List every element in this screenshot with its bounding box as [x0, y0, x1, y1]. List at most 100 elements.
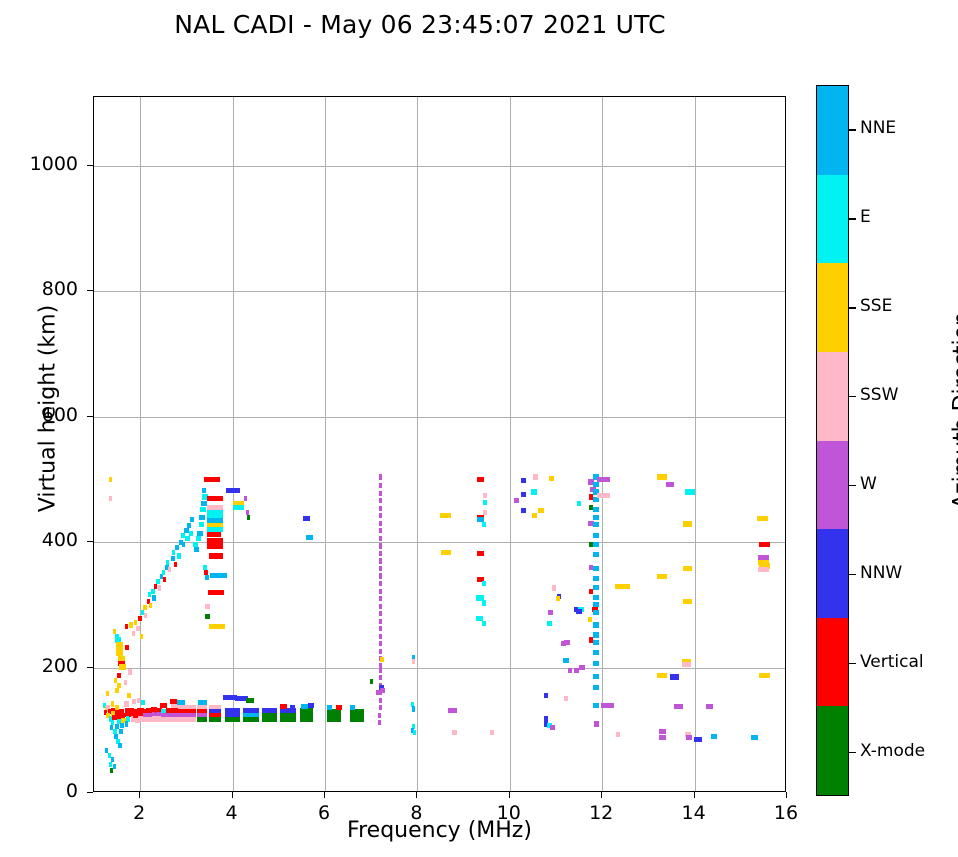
echo-mark: [593, 639, 599, 646]
colorbar-segment-ssw: [817, 351, 848, 441]
echo-mark: [124, 624, 128, 630]
echo-mark: [119, 664, 126, 670]
echo-mark: [137, 712, 145, 718]
echo-mark: [482, 522, 486, 528]
echo-mark: [106, 705, 110, 711]
echo-mark: [575, 609, 583, 615]
echo-mark: [235, 696, 249, 702]
echo-mark: [115, 687, 119, 693]
echo-mark: [378, 667, 382, 673]
echo-mark: [103, 710, 107, 716]
echo-mark: [180, 533, 185, 539]
echo-mark: [301, 703, 308, 710]
azimuth-colorbar: [816, 85, 849, 796]
echo-mark: [195, 535, 201, 541]
echo-mark: [299, 708, 314, 714]
echo-mark: [224, 717, 241, 723]
echo-mark: [222, 695, 237, 701]
echo-mark: [124, 707, 130, 713]
echo-mark: [380, 687, 385, 693]
echo-mark: [482, 581, 486, 587]
echo-mark: [197, 708, 208, 715]
y-tick: [87, 666, 93, 668]
echo-mark: [532, 513, 537, 519]
echo-mark: [206, 495, 224, 501]
echo-mark: [106, 713, 110, 719]
echo-mark: [280, 717, 296, 723]
colorbar-tick: [849, 307, 856, 309]
echo-mark: [601, 703, 615, 709]
gridline-horizontal: [94, 291, 785, 293]
echo-mark: [593, 489, 599, 495]
gridline-vertical: [602, 97, 604, 791]
echo-mark: [205, 613, 210, 619]
echo-mark: [243, 708, 259, 714]
echo-mark: [199, 514, 205, 520]
y-tick-label: 400: [41, 529, 78, 552]
echo-mark: [561, 641, 566, 647]
echo-mark: [593, 673, 599, 679]
echo-mark: [658, 735, 666, 741]
echo-mark: [593, 481, 599, 488]
echo-mark: [116, 718, 122, 725]
x-tick-label: 12: [589, 802, 614, 824]
y-tick-label: 800: [41, 278, 78, 301]
echo-mark: [201, 488, 207, 494]
echo-mark: [411, 727, 415, 733]
echo-mark: [119, 722, 124, 728]
echo-mark: [202, 564, 208, 570]
echo-mark: [593, 552, 599, 558]
echo-mark: [246, 514, 250, 520]
echo-mark: [155, 707, 162, 713]
echo-mark: [588, 479, 594, 485]
echo-mark: [588, 588, 594, 594]
echo-mark: [378, 474, 382, 480]
echo-mark: [177, 700, 185, 706]
echo-mark: [115, 637, 121, 643]
echo-mark: [165, 564, 169, 570]
echo-mark: [482, 499, 488, 505]
gridline-horizontal: [94, 542, 785, 544]
echo-mark: [412, 658, 416, 664]
gridline-vertical: [694, 97, 696, 791]
echo-mark: [198, 522, 204, 528]
echo-mark: [547, 620, 552, 626]
echo-mark: [185, 535, 190, 541]
colorbar-label-nne: NNE: [860, 118, 897, 139]
echo-mark: [520, 508, 527, 514]
echo-mark: [160, 702, 167, 708]
echo-mark: [563, 658, 569, 664]
echo-mark: [658, 729, 666, 735]
echo-mark: [378, 513, 382, 519]
colorbar-label-e: E: [860, 207, 871, 228]
echo-mark: [751, 734, 759, 740]
echo-mark: [674, 703, 684, 710]
echo-mark: [378, 490, 382, 496]
echo-mark: [349, 704, 356, 710]
y-tick: [87, 290, 93, 292]
colorbar-segment-vertical: [817, 617, 848, 707]
echo-mark: [261, 708, 278, 714]
echo-mark: [665, 481, 674, 488]
echo-mark: [378, 505, 382, 511]
echo-mark: [350, 708, 365, 715]
echo-mark: [548, 475, 555, 481]
echo-mark: [705, 703, 714, 710]
echo-mark: [204, 574, 209, 580]
colorbar-tick: [849, 662, 856, 665]
echo-mark: [681, 661, 691, 668]
echo-mark: [112, 628, 116, 634]
echo-mark: [588, 542, 594, 548]
echo-mark: [150, 707, 158, 713]
echo-mark: [147, 712, 154, 718]
echo-mark: [130, 716, 136, 722]
echo-mark: [475, 616, 483, 622]
echo-mark: [207, 518, 223, 524]
echo-mark: [593, 497, 599, 503]
echo-mark: [118, 708, 125, 715]
echo-mark: [108, 716, 113, 722]
echo-mark: [482, 621, 486, 627]
echo-mark: [593, 474, 599, 480]
colorbar-tick: [849, 751, 856, 753]
echo-mark: [161, 712, 168, 718]
